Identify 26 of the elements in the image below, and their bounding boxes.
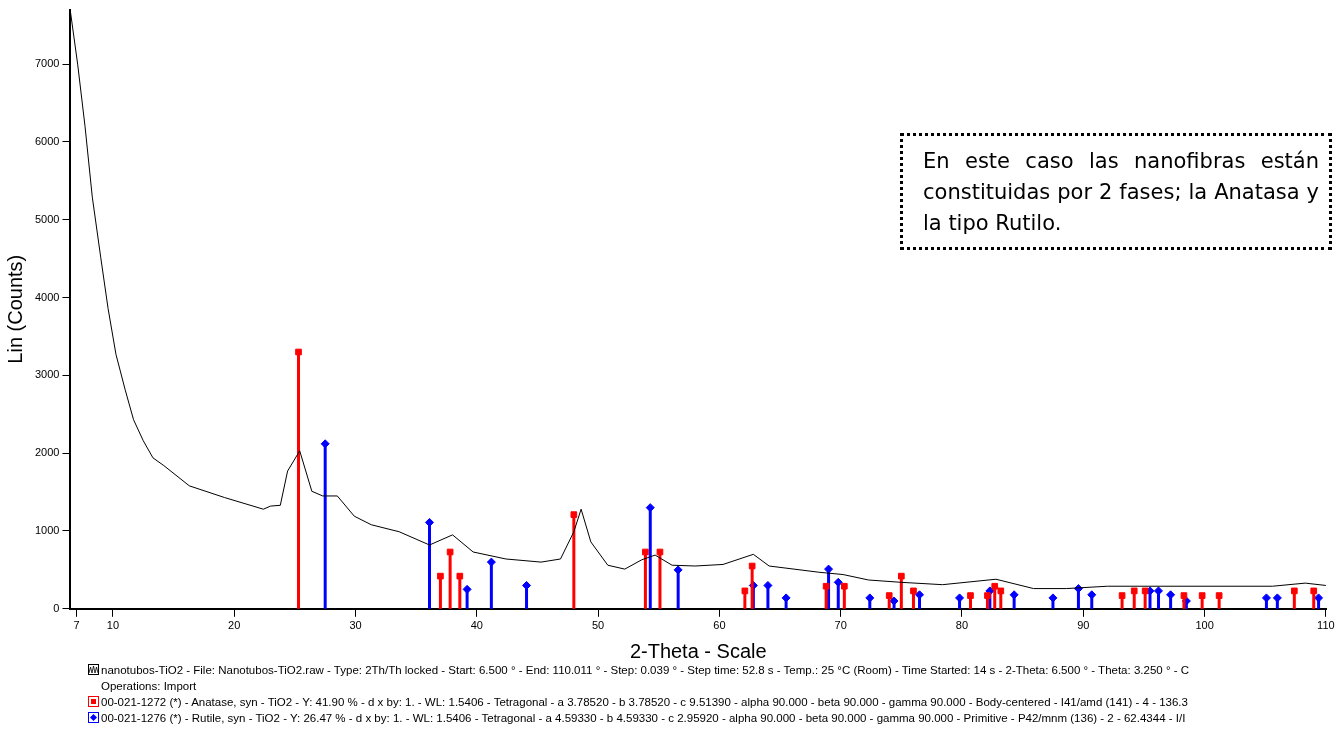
x-tick-label: 50 bbox=[591, 619, 605, 632]
y-tick-label: 0 bbox=[53, 601, 60, 614]
x-tick-label: 7 bbox=[73, 619, 80, 632]
y-axis-title: Lin (Counts) bbox=[3, 254, 26, 364]
x-tick-label: 80 bbox=[955, 619, 969, 632]
y-tick-label: 3000 bbox=[34, 368, 60, 381]
x-tick-label: 40 bbox=[470, 619, 483, 632]
legend-label: nanotubos-TiO2 - File: Nanotubos-TiO2.raw - Type: 2Th/Th locked - Start: 6.500 ° - End: 110.011 ° - Step: 0.039 ° - Step time: 52.8 s - Temp.: 25 °C (Room) - Time Started: 14 s - 2-Theta: 6.500 ° - Theta: 3.250 ° - C Operations: Import bbox=[101, 663, 1190, 694]
x-axis-title: 2-Theta - Scale bbox=[629, 639, 767, 662]
legend-label: 00-021-1276 (*) - Rutile, syn - TiO2 - Y: 26.47 % - d x by: 1. - WL: 1.5406 - Tetragonal - a 4.59330 - b 4.59330 - c 2.95920 - alpha 90.000 - beta 90.000 - gamma 90.000 - Primitive - P42/mnm (136) - 2 - 62.4344 - I/I bbox=[101, 711, 1186, 726]
x-tick-label: 60 bbox=[713, 619, 726, 632]
x-tick-label: 90 bbox=[1077, 619, 1090, 632]
y-tick-label: 6000 bbox=[34, 134, 60, 147]
x-tick-label: 70 bbox=[834, 619, 847, 632]
y-tick-label: 2000 bbox=[34, 446, 60, 459]
y-tick-label: 5000 bbox=[34, 212, 60, 225]
legend-label: 00-021-1272 (*) - Anatase, syn - TiO2 - Y: 41.90 % - d x by: 1. - WL: 1.5406 - Tetragonal - a 3.78520 - b 3.78520 - c 9.51390 - alpha 90.000 - beta 90.000 - gamma 90.000 - Body-centered - I41/amd (141) - 4 - 136.3 bbox=[101, 695, 1188, 710]
y-tick-label: 1000 bbox=[34, 524, 60, 537]
annotation: En este caso las nanofibras están constituidas por 2 fases; la Anatasa y la tipo Rutilo. bbox=[900, 133, 1332, 250]
x-tick-label: 100 bbox=[1195, 619, 1214, 632]
x-tick-label: 20 bbox=[228, 619, 241, 632]
x-tick-label: 30 bbox=[349, 619, 362, 632]
x-tick-label: 110 bbox=[1317, 619, 1335, 632]
x-tick-label: 10 bbox=[106, 619, 120, 632]
y-tick-label: 7000 bbox=[34, 57, 60, 70]
y-tick-label: 4000 bbox=[34, 290, 60, 303]
